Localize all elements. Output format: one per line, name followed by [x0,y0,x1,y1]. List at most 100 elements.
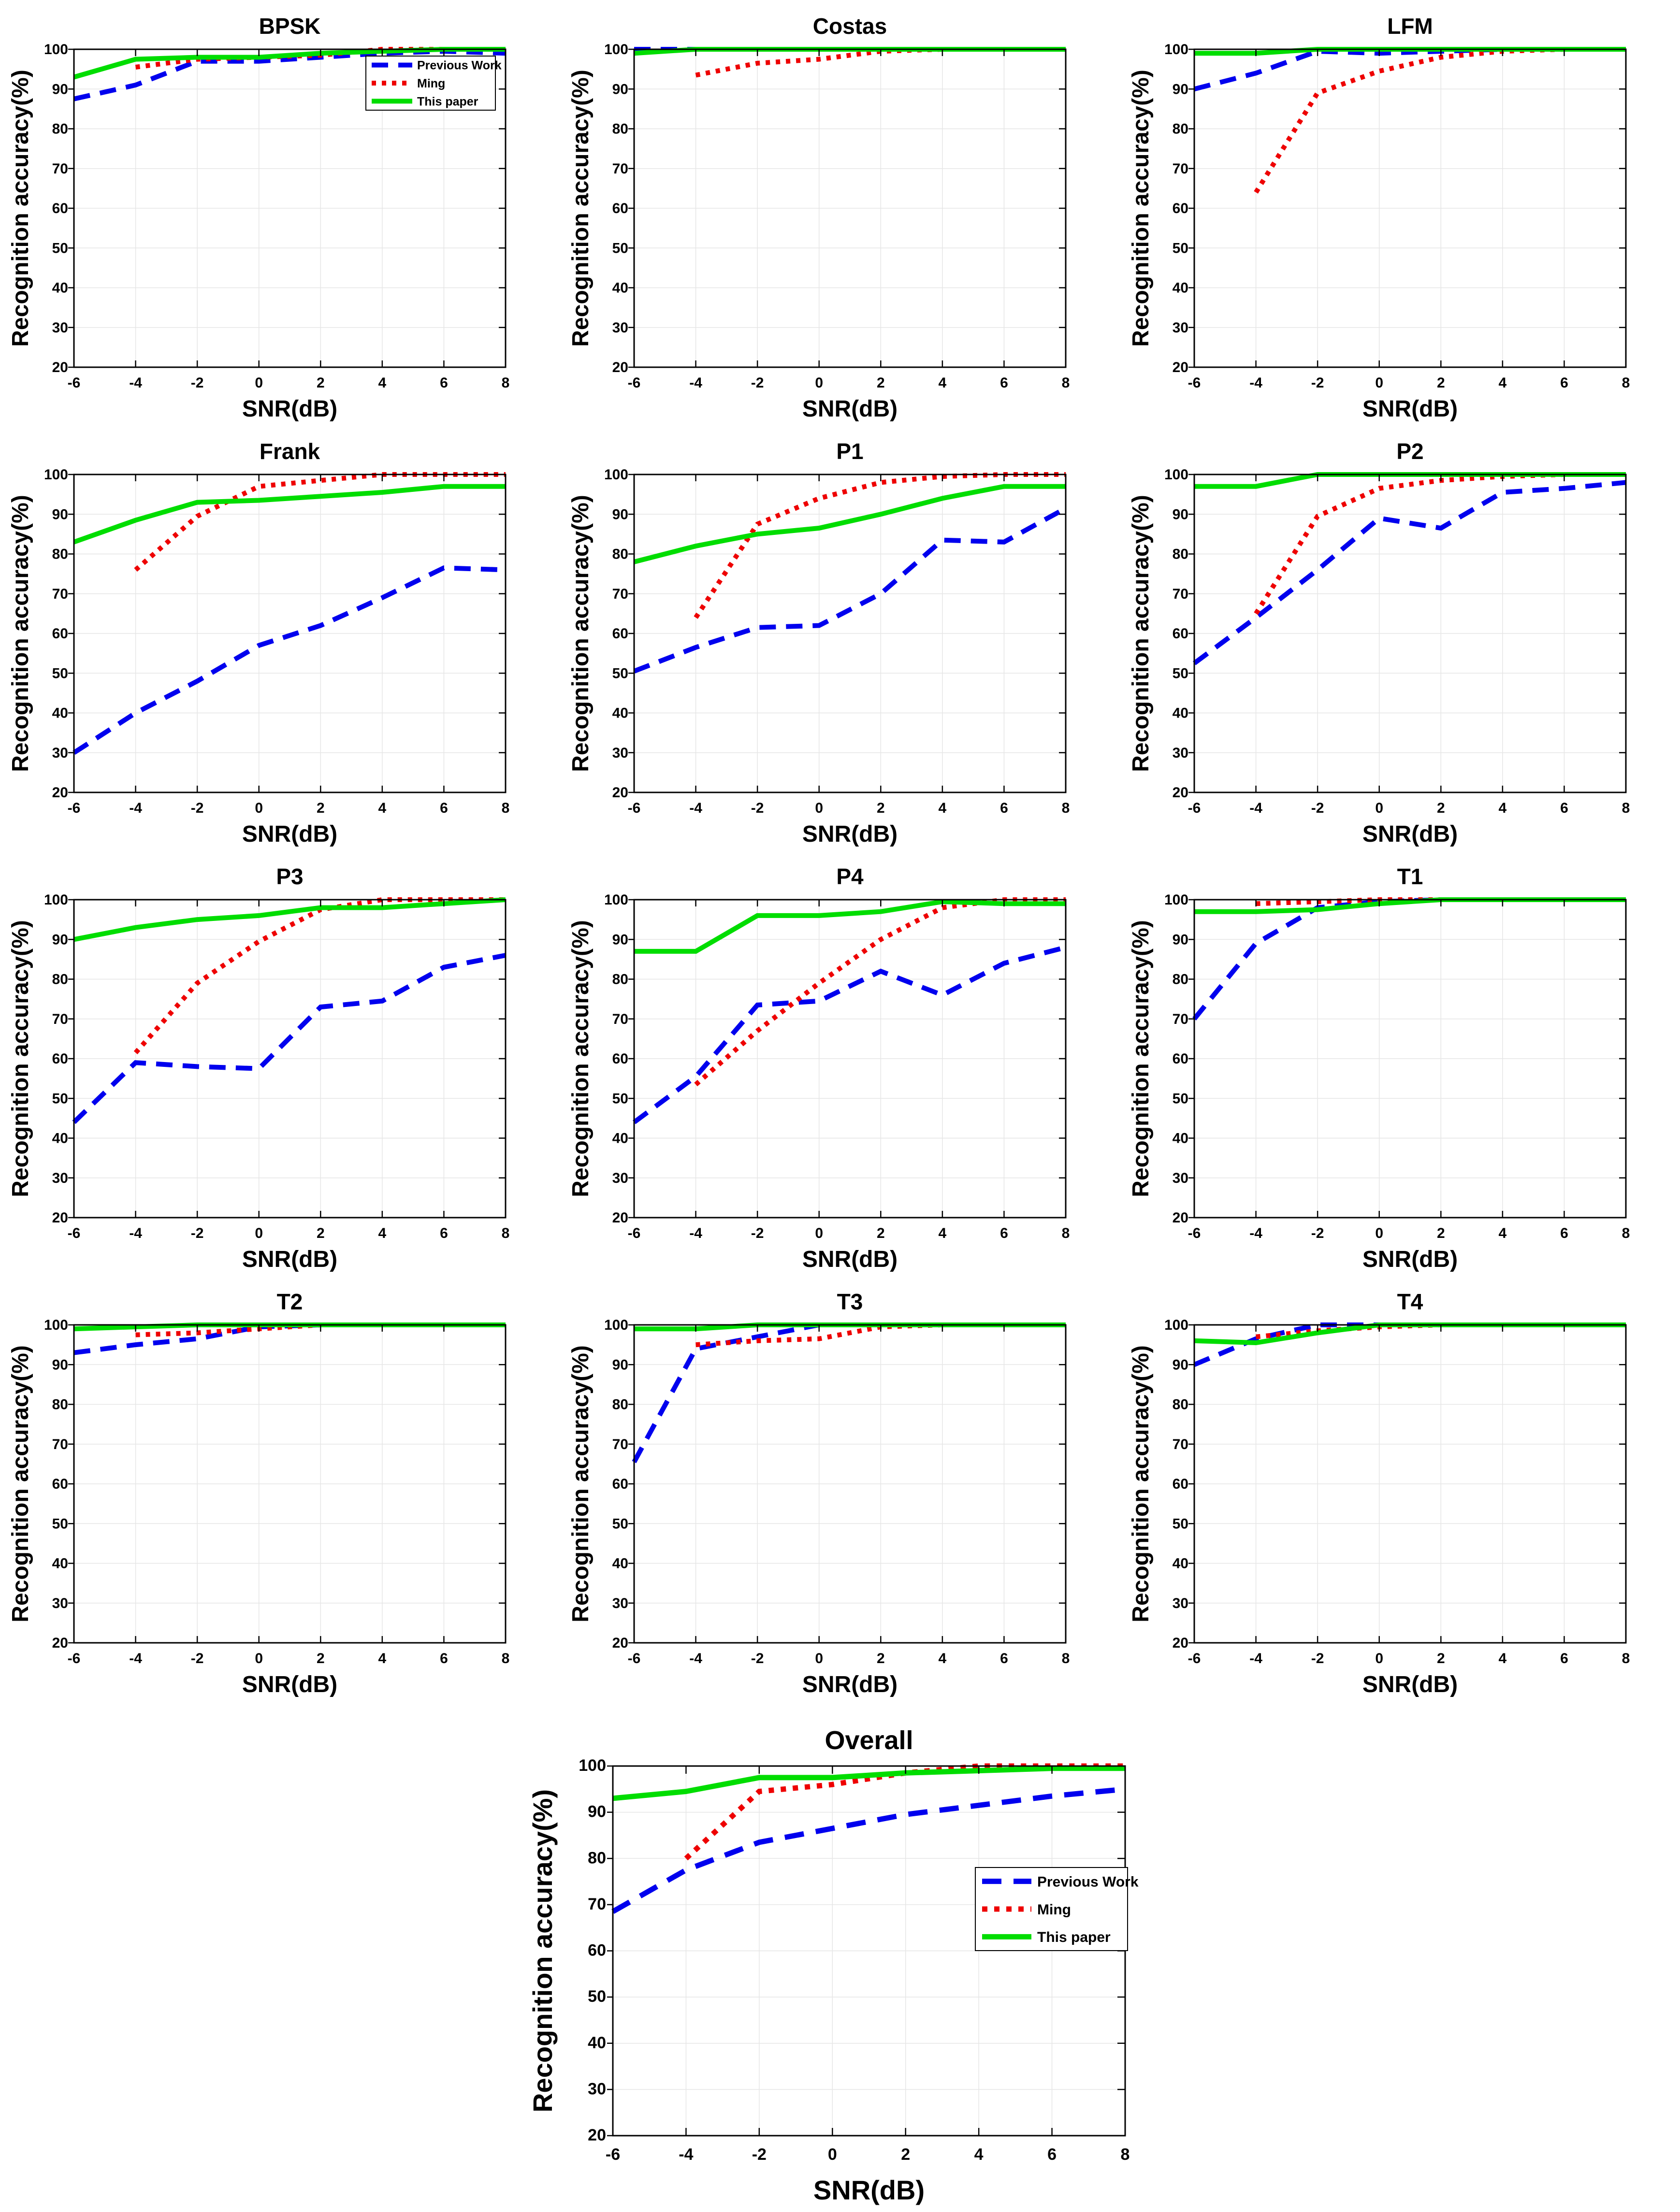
x-tick-label: 8 [1622,1651,1630,1666]
y-tick-label: 80 [1173,546,1188,562]
x-tick-label: 6 [440,800,448,816]
x-tick-label: 2 [1437,1651,1445,1666]
x-tick-label: 6 [1000,1651,1008,1666]
y-tick-label: 50 [612,1091,628,1106]
chart-title: LFM [1387,14,1433,39]
y-tick-labels: 20 30 40 50 60 70 80 90 100 [44,892,68,1226]
chart-title: P3 [276,864,303,889]
chart-canvas-t2: -6 -4 -2 0 2 4 6 8 20 30 40 50 60 70 80 90 100 T2 SNR(dB) R… [0,1276,560,1701]
y-axis-label: Recognition accuracy(%) [568,1345,594,1622]
y-tick-labels: 20 30 40 50 60 70 80 90 100 [1164,1317,1188,1651]
x-tick-label: 4 [1499,1651,1507,1666]
y-tick-label: 30 [588,2080,606,2098]
x-tick-labels: -6 -4 -2 0 2 4 6 8 [606,2145,1130,2164]
y-tick-label: 20 [612,359,628,375]
y-tick-label: 30 [52,1595,68,1611]
x-tick-label: -2 [752,2145,767,2164]
chart-title: P2 [1396,439,1423,464]
tick-marks [68,1324,507,1644]
y-axis-label: Recognition accuracy(%) [1128,1345,1154,1622]
y-tick-labels: 20 30 40 50 60 70 80 90 100 [44,467,68,801]
y-tick-label: 70 [52,1436,68,1452]
x-tick-label: -6 [1188,375,1201,391]
y-tick-label: 50 [612,1516,628,1532]
y-tick-label: 90 [612,1357,628,1373]
x-tick-label: 2 [877,1651,885,1666]
y-tick-label: 70 [612,1436,628,1452]
y-tick-label: 60 [612,201,628,216]
x-tick-label: 8 [1622,1225,1630,1241]
x-tick-label: 4 [939,800,947,816]
y-tick-label: 100 [604,1317,628,1333]
y-tick-label: 20 [52,785,68,801]
x-tick-label: 8 [502,800,510,816]
y-tick-label: 80 [52,972,68,988]
y-tick-label: 70 [1173,586,1188,602]
x-tick-label: 6 [1000,375,1008,391]
tick-marks [68,48,507,368]
y-tick-label: 60 [1173,1051,1188,1067]
y-tick-label: 50 [52,1516,68,1532]
x-tick-label: -4 [129,1225,142,1241]
y-tick-label: 30 [612,1595,628,1611]
y-tick-label: 70 [1173,161,1188,177]
x-tick-label: -2 [191,800,204,816]
x-tick-label: 6 [440,1651,448,1666]
x-tick-label: 4 [939,375,947,391]
chart-p1: -6 -4 -2 0 2 4 6 8 20 30 40 50 60 70 80 90 100 P1 SNR(dB) R… [560,425,1120,850]
x-tick-label: 8 [1622,375,1630,391]
x-tick-label: -6 [68,1651,81,1666]
y-tick-label: 20 [1173,359,1188,375]
y-tick-label: 20 [52,1635,68,1651]
chart-background [560,1276,1120,1701]
x-tick-label: 0 [1375,375,1383,391]
x-tick-label: -2 [751,1651,764,1666]
y-axis-label: Recognition accuracy(%) [1128,70,1154,346]
series-line-this_paper [633,484,1066,564]
chart-background [560,850,1120,1276]
legend-label-ming: Ming [417,77,445,90]
tick-marks [1188,899,1627,1219]
y-tick-label: 90 [612,506,628,522]
y-tick-label: 90 [588,1803,606,1821]
y-tick-label: 20 [1173,1635,1188,1651]
x-tick-labels: -6 -4 -2 0 2 4 6 8 [1188,800,1630,816]
series-line-previous_work [72,953,506,1124]
y-tick-label: 90 [612,81,628,97]
x-tick-label: 4 [1499,800,1507,816]
x-tick-label: 0 [255,1225,263,1241]
y-tick-label: 60 [612,1476,628,1492]
y-tick-label: 30 [612,320,628,336]
y-tick-label: 30 [1173,1595,1188,1611]
x-tick-label: 8 [1121,2145,1130,2164]
x-tick-label: 2 [877,375,885,391]
chart-background [0,1276,560,1701]
y-tick-label: 70 [612,586,628,602]
x-tick-label: 4 [939,1225,947,1241]
y-tick-label: 30 [1173,320,1188,336]
chart-title: T3 [837,1289,863,1314]
y-tick-label: 90 [52,81,68,97]
x-axis-label: SNR(dB) [802,1672,898,1697]
y-tick-label: 80 [52,546,68,562]
y-tick-label: 60 [612,1051,628,1067]
y-tick-label: 50 [52,665,68,681]
chart-canvas-p1: -6 -4 -2 0 2 4 6 8 20 30 40 50 60 70 80 90 100 P1 SNR(dB) R… [560,425,1120,850]
chart-frank: -6 -4 -2 0 2 4 6 8 20 30 40 50 60 70 80 90 100 Frank SNR(d… [0,425,560,850]
chart-canvas-p3: -6 -4 -2 0 2 4 6 8 20 30 40 50 60 70 80 90 100 P3 SNR(dB) R… [0,850,560,1276]
x-tick-label: 0 [815,1225,823,1241]
y-tick-label: 70 [1173,1011,1188,1027]
y-tick-label: 90 [1173,506,1188,522]
x-tick-label: 2 [1437,375,1445,391]
y-tick-label: 70 [52,161,68,177]
y-tick-labels: 20 30 40 50 60 70 80 90 100 [604,467,628,801]
x-tick-label: -4 [1249,800,1262,816]
x-tick-label: 0 [815,1651,823,1666]
x-tick-label: 0 [255,375,263,391]
x-tick-label: -4 [679,2145,693,2164]
chart-canvas-p2: -6 -4 -2 0 2 4 6 8 20 30 40 50 60 70 80 90 100 P2 SNR(dB) R… [1120,425,1680,850]
x-tick-label: -4 [129,1651,142,1666]
y-tick-label: 30 [52,320,68,336]
y-axis-label: Recognition accuracy(%) [1128,495,1154,772]
